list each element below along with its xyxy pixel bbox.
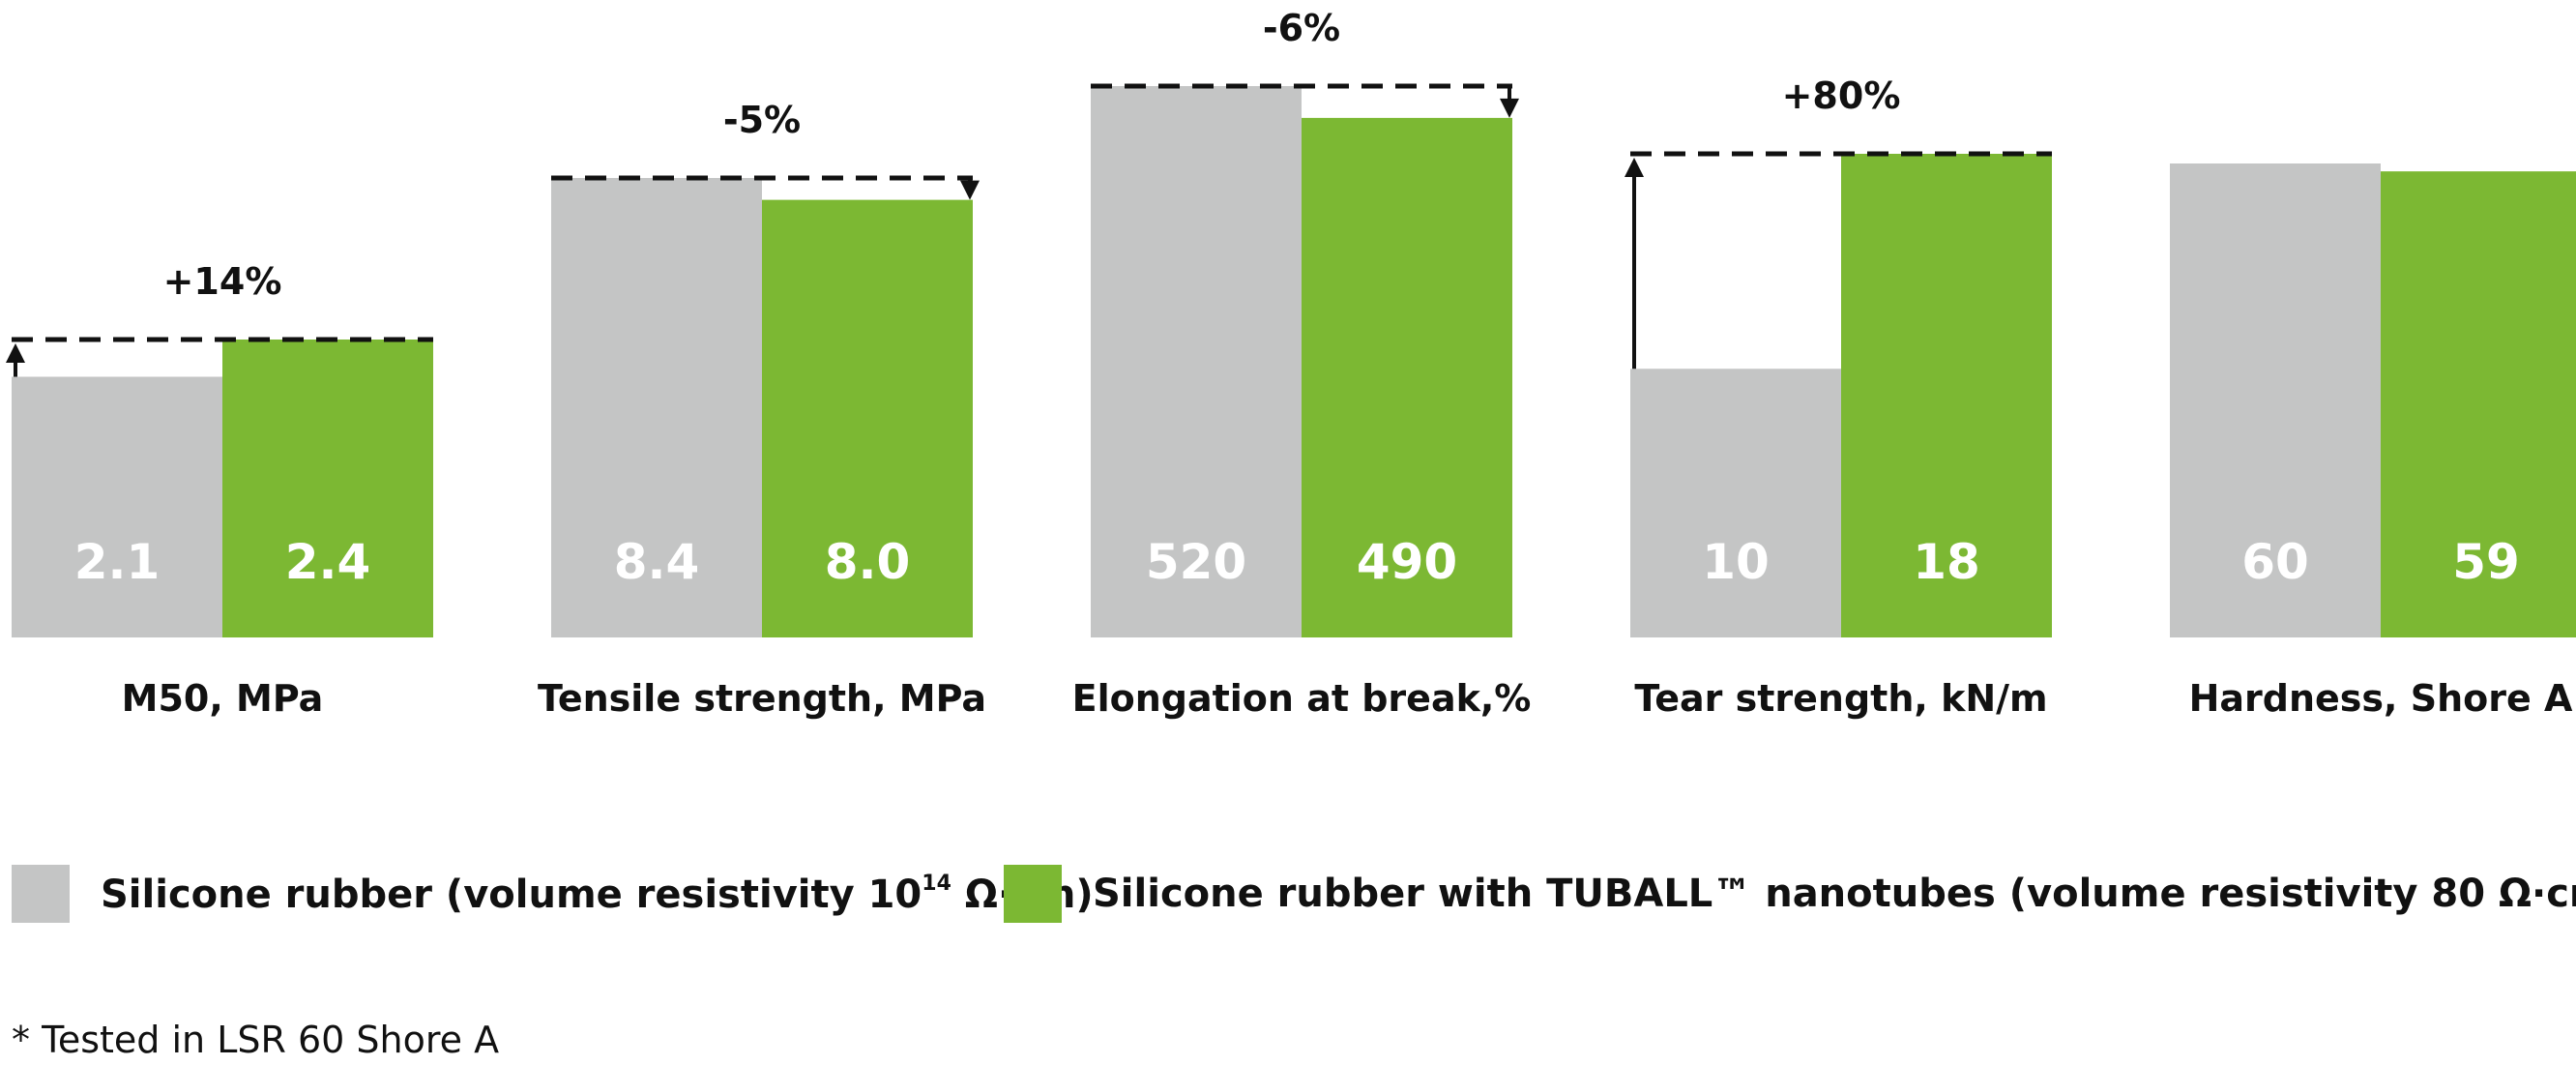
- legend: Silicone rubber (volume resistivity 1014…: [0, 863, 2576, 925]
- bar-silicone-3: [1630, 369, 1841, 637]
- change-arrow-head-1: [960, 180, 980, 200]
- legend-label-prefix: Silicone rubber (volume resistivity 10: [101, 872, 922, 917]
- category-label-3: Tear strength, kN/m: [1634, 677, 2047, 720]
- legend-label-superscript: 14: [922, 871, 951, 896]
- category-label-0: M50, MPa: [122, 677, 324, 720]
- legend-item-silicone-rubber: Silicone rubber (volume resistivity 1014…: [12, 863, 1094, 925]
- change-arrow-head-3: [1625, 158, 1644, 177]
- bar-tuball-2: [1302, 117, 1512, 637]
- value-label-tuball-1: 8.0: [825, 534, 911, 590]
- category-label-1: Tensile strength, MPa: [538, 677, 986, 720]
- bar-silicone-1: [551, 178, 762, 637]
- bar-tuball-3: [1841, 154, 2052, 637]
- value-label-silicone-3: 10: [1702, 534, 1770, 590]
- category-label-2: Elongation at break,%: [1072, 677, 1532, 720]
- chart: 2.1 2.4 M50, MPa +14% 8.4 8.0 Tensile strength…: [6, 7, 2576, 720]
- value-label-silicone-4: 60: [2241, 534, 2309, 590]
- bar-tuball-1: [762, 199, 973, 637]
- legend-label-tuball: Silicone rubber with TUBALL™ nanotubes (…: [1093, 872, 2576, 916]
- value-label-silicone-1: 8.4: [614, 534, 700, 590]
- value-label-silicone-2: 520: [1146, 534, 1246, 590]
- change-arrow-head-2: [1500, 98, 1519, 118]
- legend-label-silicone-rubber: Silicone rubber (volume resistivity 1014…: [101, 872, 1094, 917]
- value-label-tuball-0: 2.4: [285, 534, 371, 590]
- bar-tuball-4: [2381, 171, 2576, 637]
- value-label-tuball-4: 59: [2452, 534, 2520, 590]
- change-annotation-1: -5%: [723, 99, 801, 141]
- change-annotation-2: -6%: [1263, 7, 1340, 49]
- legend-swatch-tuball: [1004, 865, 1062, 923]
- bar-tuball-0: [222, 340, 433, 637]
- footnote: * Tested in LSR 60 Shore A: [12, 1019, 500, 1061]
- value-label-tuball-2: 490: [1357, 534, 1457, 590]
- change-annotation-3: +80%: [1782, 74, 1901, 117]
- bar-silicone-2: [1091, 86, 1302, 637]
- legend-item-tuball: Silicone rubber with TUBALL™ nanotubes (…: [1004, 863, 2576, 925]
- bar-silicone-4: [2170, 163, 2381, 637]
- change-annotation-0: +14%: [163, 260, 282, 303]
- value-label-silicone-0: 2.1: [74, 534, 161, 590]
- category-label-4: Hardness, Shore A: [2189, 677, 2573, 720]
- legend-swatch-silicone-rubber: [12, 865, 70, 923]
- value-label-tuball-3: 18: [1913, 534, 1980, 590]
- change-arrow-head-0: [6, 343, 25, 363]
- bar-silicone-0: [12, 376, 222, 637]
